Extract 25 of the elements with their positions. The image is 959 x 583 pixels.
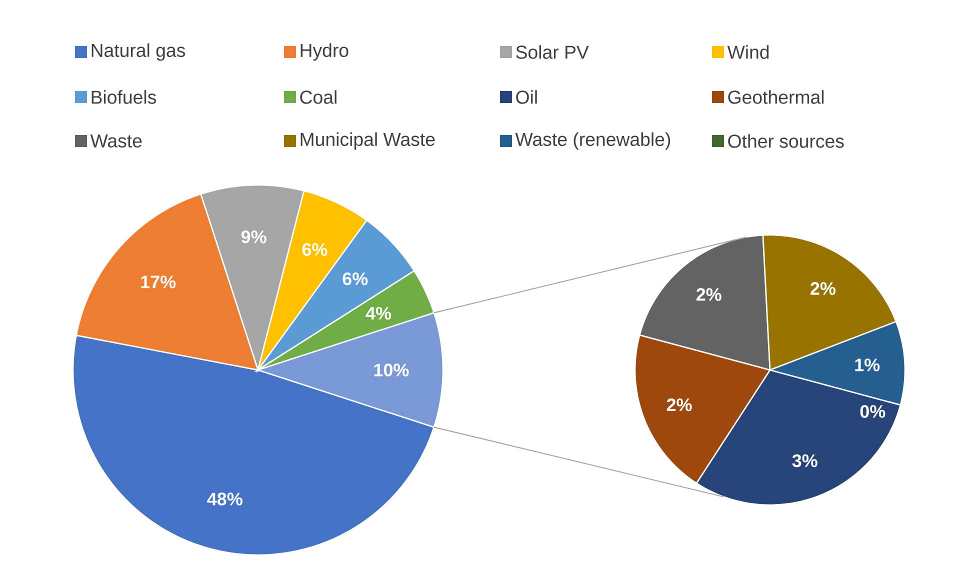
legend-label: Waste (renewable): [515, 132, 670, 150]
legend-label: Oil: [516, 90, 537, 104]
data-label: 4%: [366, 306, 392, 320]
legend-label: Waste: [90, 134, 142, 148]
data-label: 2%: [696, 288, 722, 301]
data-label: 17%: [141, 276, 176, 288]
legend-label: Solar PV: [516, 45, 589, 59]
legend-label: Other sources: [728, 134, 844, 148]
legend-label: Geothermal: [728, 90, 824, 104]
data-label: 1%: [855, 358, 880, 372]
data-label: 48%: [207, 492, 242, 506]
text: 0%: [860, 405, 886, 418]
data-label: 9%: [241, 230, 266, 244]
data-label: 10%: [374, 364, 409, 376]
legend-label: Municipal Waste: [300, 132, 435, 150]
legend-label: Biofuels: [92, 90, 156, 104]
data-label: 6%: [342, 272, 368, 286]
legend-label: Wind: [727, 45, 769, 59]
legend-label: Hydro: [300, 43, 348, 61]
legend-label: Natural gas: [92, 43, 186, 61]
data-label: 3%: [792, 454, 818, 468]
data-label: 2%: [666, 398, 692, 412]
data-label: 2%: [810, 282, 836, 295]
data-label: 6%: [302, 243, 328, 256]
legend-label: Coal: [300, 90, 336, 104]
